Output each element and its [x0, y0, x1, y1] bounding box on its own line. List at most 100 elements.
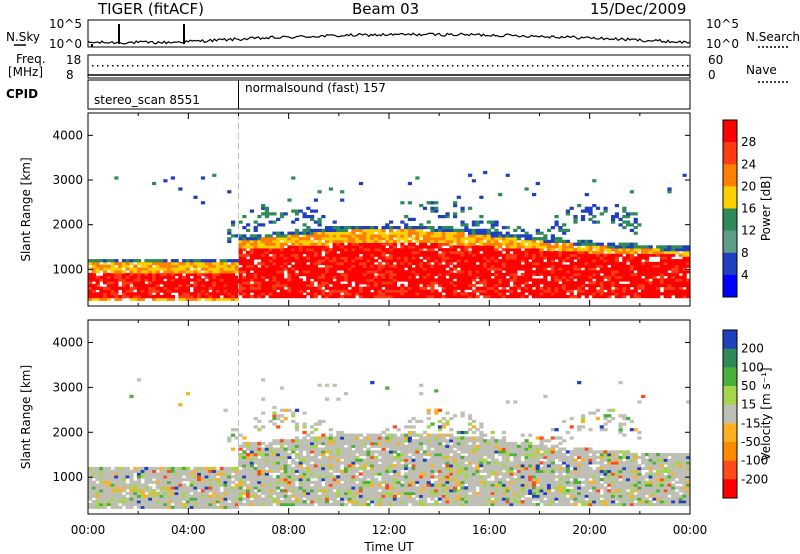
heatmap-cell	[121, 261, 127, 266]
heatmap-cell	[392, 226, 397, 230]
heatmap-cell	[257, 419, 262, 423]
heatmap-cell	[381, 259, 386, 263]
heatmap-cell	[449, 256, 454, 260]
heatmap-cell	[231, 220, 236, 224]
heatmap-cell	[212, 259, 217, 263]
heatmap-cell	[328, 441, 333, 446]
heatmap-cell	[103, 272, 108, 277]
heatmap-cell	[558, 259, 563, 263]
heatmap-cell	[468, 270, 473, 274]
heatmap-cell	[516, 242, 522, 246]
heatmap-cell	[328, 497, 333, 501]
freq-dot	[102, 65, 104, 67]
heatmap-cell	[343, 250, 349, 255]
heatmap-cell	[99, 267, 104, 271]
heatmap-cell	[682, 292, 687, 296]
heatmap-cell	[291, 253, 296, 257]
heatmap-cell	[490, 237, 495, 241]
heatmap-cell	[215, 297, 221, 301]
heatmap-cell	[437, 264, 443, 268]
heatmap-cell	[381, 234, 386, 238]
heatmap-cell	[453, 239, 458, 243]
heatmap-cell	[125, 264, 130, 268]
heatmap-cell	[611, 245, 616, 249]
freq-dot	[577, 65, 579, 67]
heatmap-cell	[103, 505, 108, 509]
heatmap-cell	[148, 264, 153, 268]
heatmap-cell	[550, 261, 555, 266]
heatmap-cell	[607, 250, 612, 255]
heatmap-cell	[456, 275, 461, 279]
heatmap-cell	[404, 239, 409, 243]
heatmap-cell	[174, 259, 179, 263]
heatmap-cell	[494, 245, 499, 249]
heatmap-cell	[136, 497, 142, 501]
heatmap-cell	[118, 483, 123, 487]
freq-dot	[347, 65, 349, 67]
heatmap-cell	[539, 292, 544, 296]
heatmap-cell	[110, 289, 115, 293]
heatmap-cell	[532, 193, 537, 197]
heatmap-cell	[516, 245, 522, 249]
heatmap-cell	[351, 464, 356, 468]
heatmap-cell	[136, 267, 142, 271]
heatmap-cell	[118, 486, 123, 490]
heatmap-cell	[193, 491, 198, 495]
heatmap-cell	[88, 494, 93, 498]
heatmap-cell	[174, 497, 179, 501]
heatmap-cell	[313, 453, 318, 457]
heatmap-cell	[663, 253, 668, 257]
heatmap-cell	[242, 283, 247, 288]
heatmap-cell	[313, 461, 318, 465]
heatmap-cell	[268, 469, 273, 473]
heatmap-cell	[355, 444, 360, 448]
heatmap-cell	[200, 478, 206, 482]
heatmap-cell	[498, 281, 503, 285]
heatmap-cell	[573, 217, 578, 221]
heatmap-cell	[110, 270, 115, 274]
heatmap-cell	[249, 242, 254, 246]
heatmap-cell	[535, 272, 540, 277]
heatmap-cell	[347, 292, 352, 296]
heatmap-cell	[140, 264, 145, 268]
heatmap-cell	[347, 450, 352, 454]
heatmap-cell	[155, 272, 160, 277]
heatmap-cell	[671, 248, 676, 252]
heatmap-cell	[136, 494, 142, 498]
heatmap-cell	[227, 483, 232, 487]
heatmap-cell	[340, 489, 345, 493]
heatmap-cell	[389, 264, 394, 268]
heatmap-cell	[313, 444, 318, 448]
heatmap-cell	[152, 497, 157, 501]
heatmap-cell	[362, 439, 367, 443]
heatmap-cell	[618, 278, 623, 282]
heatmap-cell	[121, 466, 127, 471]
heatmap-cell	[106, 275, 111, 279]
heatmap-cell	[404, 289, 409, 293]
heatmap-cell	[528, 261, 533, 266]
heatmap-cell	[584, 278, 589, 282]
heatmap-cell	[170, 261, 175, 266]
heatmap-cell	[430, 226, 435, 230]
heatmap-cell	[291, 267, 296, 271]
heatmap-cell	[539, 278, 544, 282]
heatmap-cell	[294, 486, 300, 490]
heatmap-cell	[532, 283, 537, 288]
power-colorbar-swatch	[723, 230, 737, 254]
heatmap-cell	[554, 270, 559, 274]
heatmap-cell	[486, 264, 491, 268]
heatmap-cell	[227, 267, 232, 271]
heatmap-cell	[306, 283, 311, 288]
heatmap-cell	[215, 261, 221, 266]
heatmap-cell	[599, 242, 604, 246]
heatmap-cell	[532, 261, 537, 266]
heatmap-cell	[370, 444, 375, 448]
heatmap-cell	[242, 483, 247, 487]
freq-dot	[672, 65, 674, 67]
heatmap-cell	[358, 478, 364, 482]
heatmap-cell	[614, 261, 619, 266]
heatmap-cell	[456, 272, 461, 277]
heatmap-cell	[483, 286, 488, 290]
heatmap-cell	[178, 286, 183, 290]
heatmap-cell	[595, 264, 601, 268]
